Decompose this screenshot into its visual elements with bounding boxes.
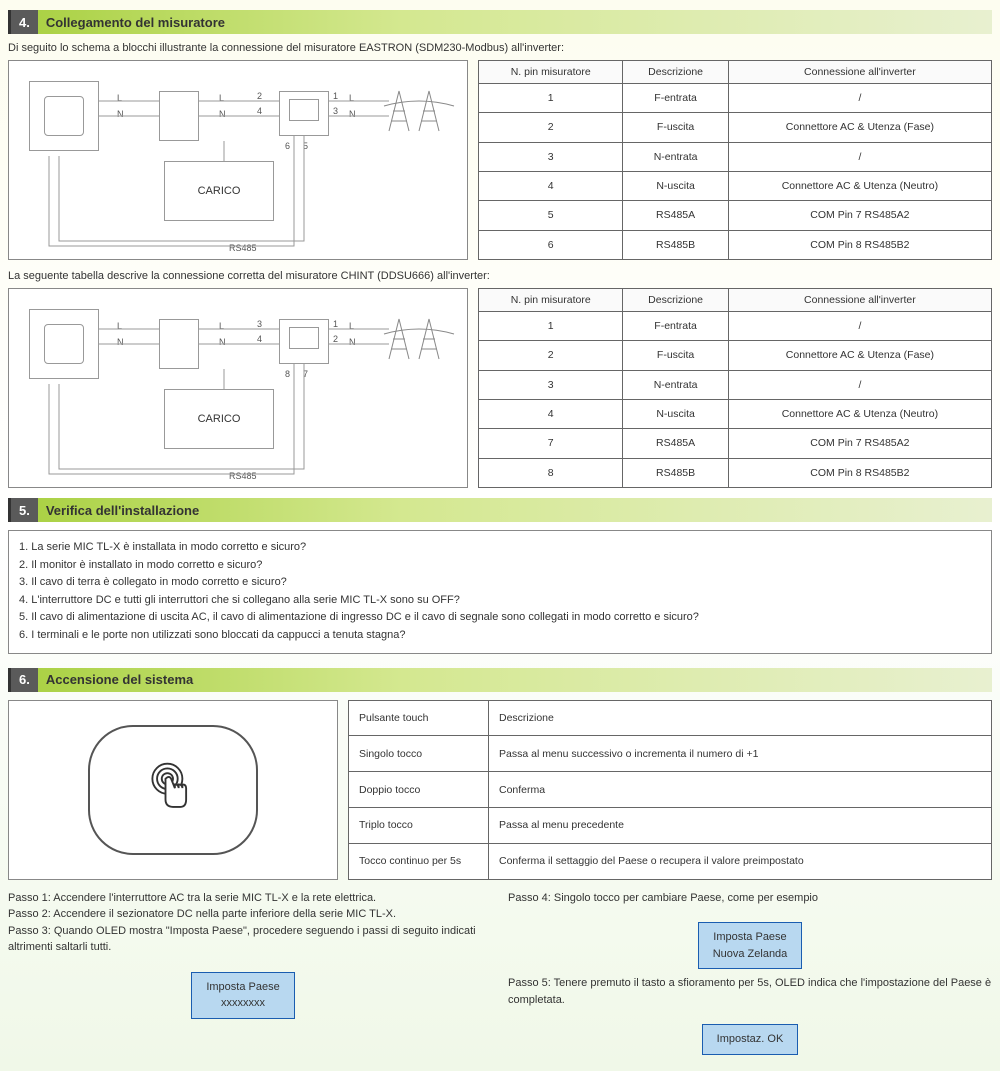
- steps-columns: Passo 1: Accendere l'interruttore AC tra…: [8, 890, 992, 1061]
- table-row: 2F-uscitaConnettore AC & Utenza (Fase): [479, 113, 992, 142]
- section-4-title: Collegamento del misuratore: [46, 15, 225, 30]
- table-row: 2F-uscitaConnettore AC & Utenza (Fase): [479, 341, 992, 370]
- checklist-item: 3. Il cavo di terra è collegato in modo …: [19, 574, 981, 592]
- step-line: Passo 2: Accendere il sezionatore DC nel…: [8, 906, 478, 923]
- table-row: Pulsante touchDescrizione: [349, 700, 992, 736]
- checklist-item: 1. La serie MIC TL-X è installata in mod…: [19, 539, 981, 557]
- eastron-row: L N L N L N 2 4 1 3 6 5 CARICO RS485 N. …: [8, 60, 992, 260]
- eastron-table: N. pin misuratore Descrizione Connession…: [478, 60, 992, 260]
- section-6-header: 6. Accensione del sistema: [8, 668, 992, 692]
- table-row: 8RS485BCOM Pin 8 RS485B2: [479, 458, 992, 487]
- table-row: 5RS485ACOM Pin 7 RS485A2: [479, 201, 992, 230]
- checklist-item: 2. Il monitor è installato in modo corre…: [19, 557, 981, 575]
- step-5: Passo 5: Tenere premuto il tasto a sfior…: [508, 975, 992, 1008]
- th-pin: N. pin misuratore: [479, 61, 623, 84]
- th-conn: Connessione all'inverter: [728, 61, 991, 84]
- step-4: Passo 4: Singolo tocco per cambiare Paes…: [508, 890, 992, 907]
- table-row: 4N-uscitaConnettore AC & Utenza (Neutro): [479, 171, 992, 200]
- checklist-item: 4. L'interruttore DC e tutti gli interru…: [19, 592, 981, 610]
- table-row: Tocco continuo per 5sConferma il settagg…: [349, 843, 992, 879]
- th-desc: Descrizione: [623, 61, 728, 84]
- table-row: Doppio toccoConferma: [349, 772, 992, 808]
- table-row: 3N-entrata/: [479, 370, 992, 399]
- table-row: 4N-uscitaConnettore AC & Utenza (Neutro): [479, 399, 992, 428]
- touch-row: Pulsante touchDescrizioneSingolo toccoPa…: [8, 700, 992, 880]
- checklist: 1. La serie MIC TL-X è installata in mod…: [8, 530, 992, 654]
- chint-table: N. pin misuratore Descrizione Connession…: [478, 288, 992, 488]
- touch-table: Pulsante touchDescrizioneSingolo toccoPa…: [348, 700, 992, 880]
- touch-shape: [88, 725, 258, 855]
- steps-left: Passo 1: Accendere l'interruttore AC tra…: [8, 890, 478, 1061]
- section-5-header: 5. Verifica dell'installazione: [8, 498, 992, 522]
- steps-right: Passo 4: Singolo tocco per cambiare Paes…: [508, 890, 992, 1061]
- section-4-intro-1: Di seguito lo schema a blocchi illustran…: [8, 42, 992, 54]
- section-5-title: Verifica dell'installazione: [46, 503, 199, 518]
- section-4-header: 4. Collegamento del misuratore: [8, 10, 992, 34]
- chint-diagram: L N L N L N 3 4 1 2 8 7 CARICO RS485: [8, 288, 468, 488]
- table-row: 1F-entrata/: [479, 312, 992, 341]
- touch-icon: [143, 760, 203, 820]
- eastron-diagram: L N L N L N 2 4 1 3 6 5 CARICO RS485: [8, 60, 468, 260]
- table-row: 7RS485ACOM Pin 7 RS485A2: [479, 429, 992, 458]
- chint-row: L N L N L N 3 4 1 2 8 7 CARICO RS485 N. …: [8, 288, 992, 488]
- section-5-number: 5.: [11, 498, 38, 522]
- section-4-number: 4.: [11, 10, 38, 34]
- table-row: 3N-entrata/: [479, 142, 992, 171]
- oled-box-3: Impostaz. OK: [702, 1024, 799, 1055]
- step-line: Passo 3: Quando OLED mostra "Imposta Pae…: [8, 923, 478, 956]
- oled-box-2: Imposta PaeseNuova Zelanda: [698, 922, 803, 969]
- section-4-intro-2: La seguente tabella descrive la connessi…: [8, 270, 992, 282]
- section-6-title: Accensione del sistema: [46, 672, 193, 687]
- step-line: Passo 1: Accendere l'interruttore AC tra…: [8, 890, 478, 907]
- touch-diagram: [8, 700, 338, 880]
- table-row: 6RS485BCOM Pin 8 RS485B2: [479, 230, 992, 259]
- table-row: Singolo toccoPassa al menu successivo o …: [349, 736, 992, 772]
- table-row: Triplo toccoPassa al menu precedente: [349, 807, 992, 843]
- section-6-number: 6.: [11, 668, 38, 692]
- table-row: 1F-entrata/: [479, 84, 992, 113]
- checklist-item: 6. I terminali e le porte non utilizzati…: [19, 627, 981, 645]
- oled-box-1: Imposta Paesexxxxxxxx: [191, 972, 294, 1019]
- checklist-item: 5. Il cavo di alimentazione di uscita AC…: [19, 609, 981, 627]
